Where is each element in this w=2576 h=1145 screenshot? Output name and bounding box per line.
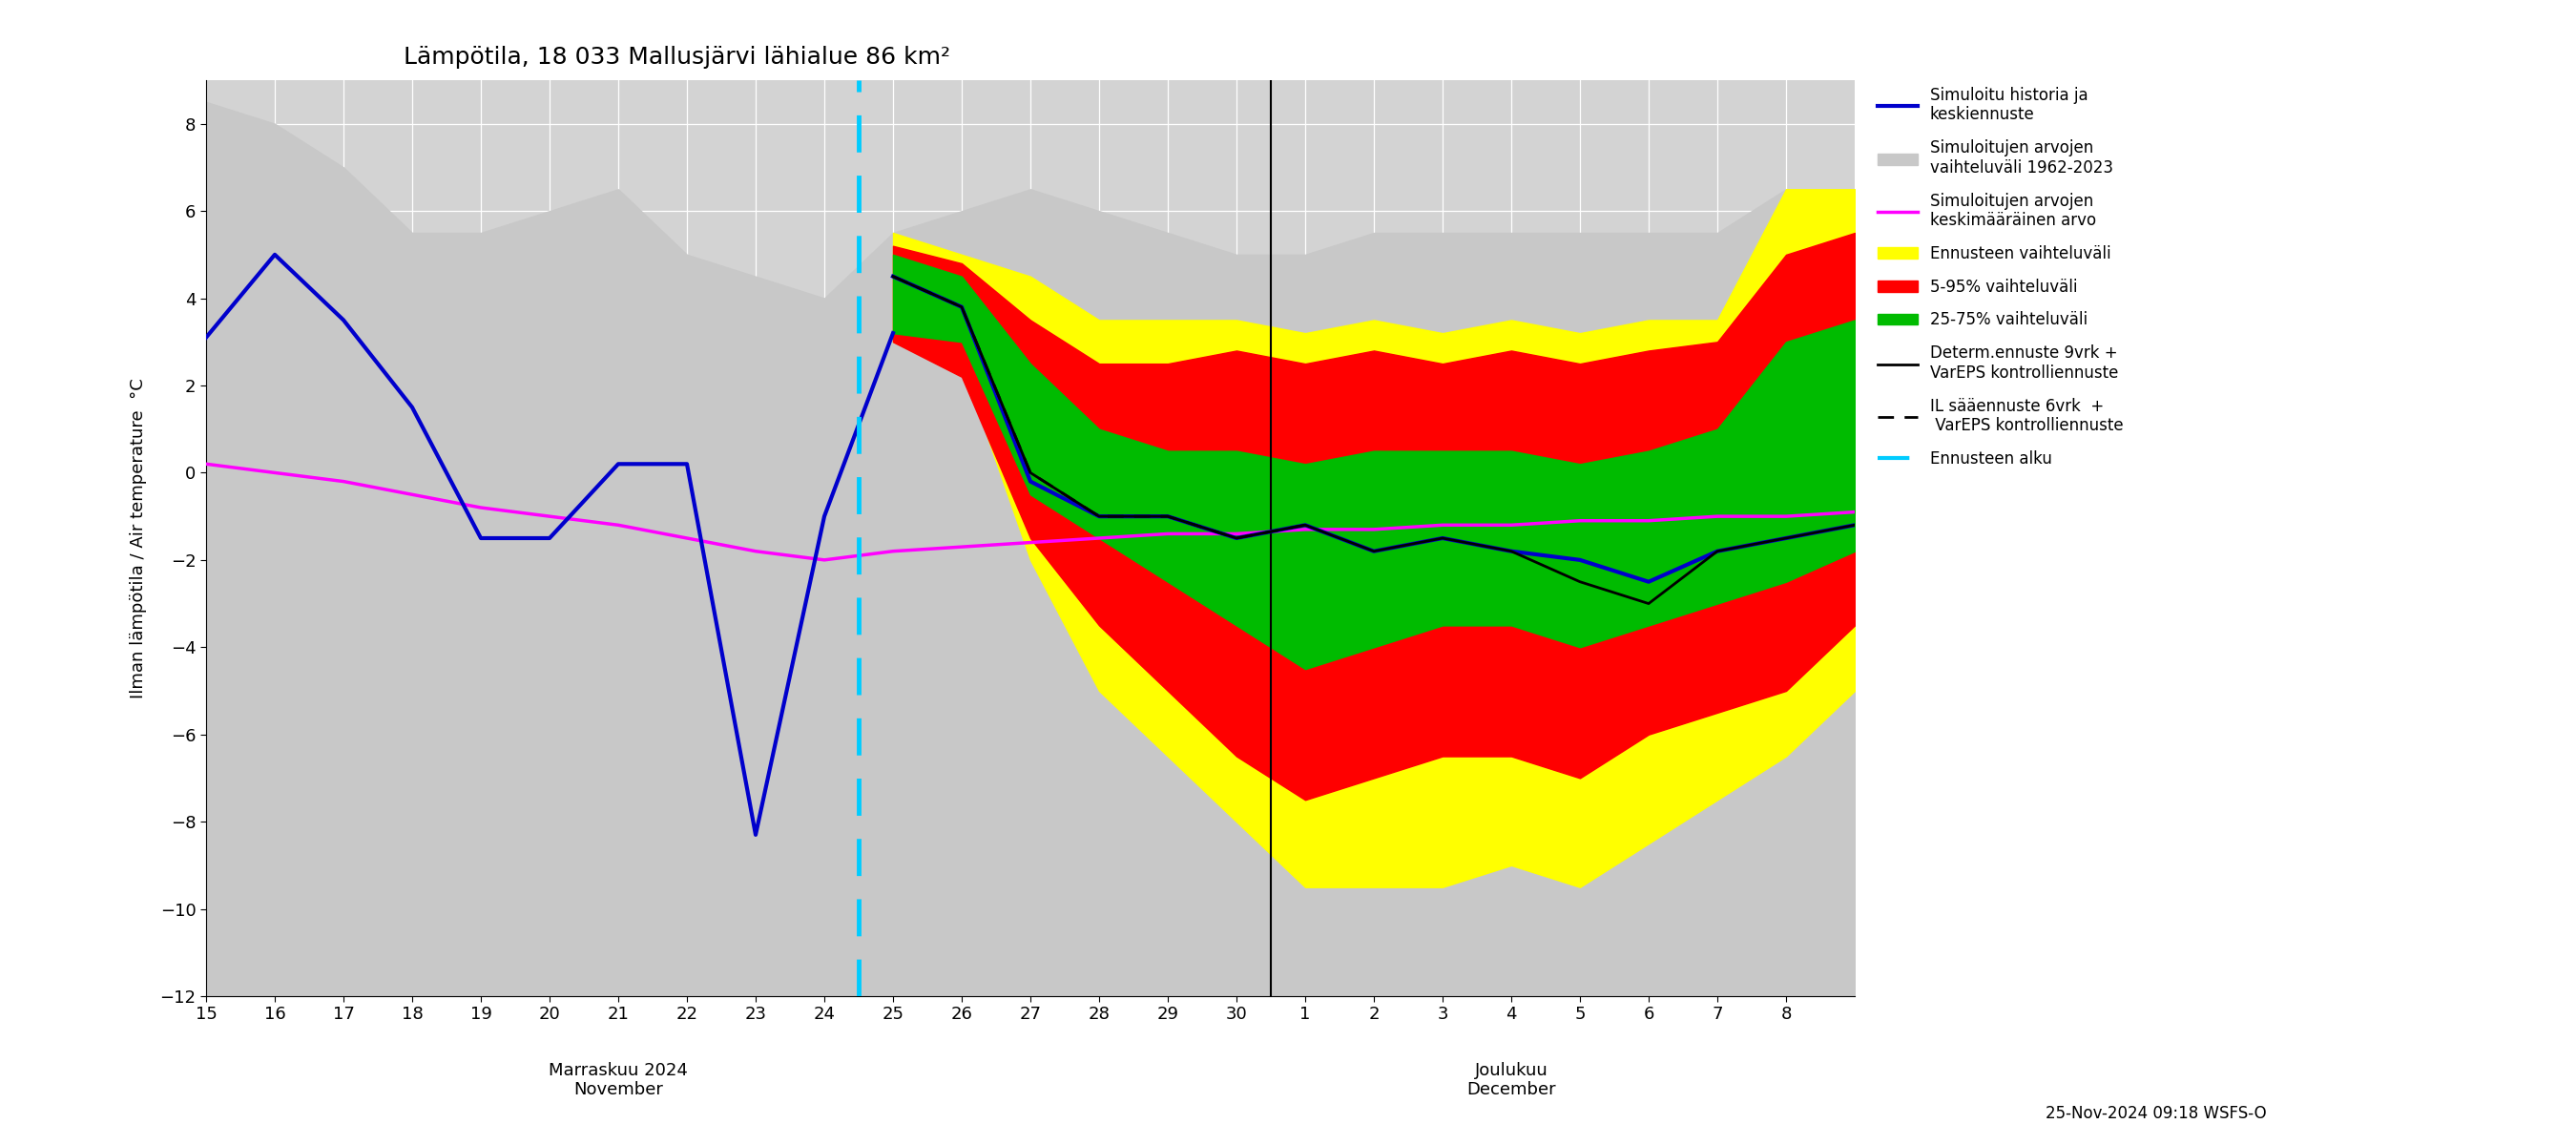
Text: Lämpötila, 18 033 Mallusjärvi lähialue 86 km²: Lämpötila, 18 033 Mallusjärvi lähialue 8… — [404, 46, 951, 69]
Legend: Simuloitu historia ja
keskiennuste, Simuloitujen arvojen
vaihteluväli 1962-2023,: Simuloitu historia ja keskiennuste, Simu… — [1870, 80, 2130, 474]
Text: Joulukuu
December: Joulukuu December — [1466, 1061, 1556, 1098]
Y-axis label: Ilman lämpötila / Air temperature  °C: Ilman lämpötila / Air temperature °C — [129, 378, 147, 698]
Text: 25-Nov-2024 09:18 WSFS-O: 25-Nov-2024 09:18 WSFS-O — [2045, 1105, 2267, 1122]
Text: Marraskuu 2024
November: Marraskuu 2024 November — [549, 1061, 688, 1098]
